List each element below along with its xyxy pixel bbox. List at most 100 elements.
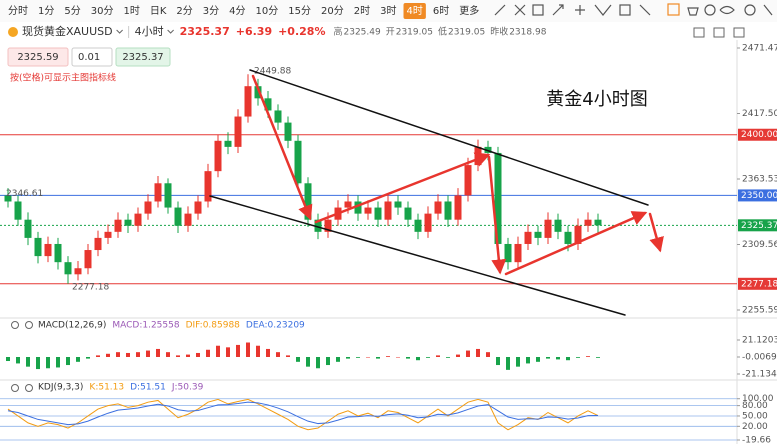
price-tag [738, 277, 777, 290]
candle-body [474, 146, 482, 166]
macd-bar [316, 356, 320, 369]
candle-body [574, 225, 582, 244]
price-axis: 2471.47 2417.50 2363.53 2309.56 2255.59 2400.… [737, 43, 777, 444]
macd-bar [506, 356, 510, 370]
y-tick-label: 20.00 [742, 422, 768, 432]
macd-bar [156, 348, 160, 357]
timeframe[interactable]: 5分 [64, 5, 80, 17]
candle-body [34, 237, 42, 257]
timeframe[interactable]: 日K [150, 6, 167, 17]
macd-bar [116, 352, 120, 357]
price-tag-label: 2400.00 [741, 130, 777, 140]
timeframe[interactable]: 1时 [123, 5, 139, 17]
y-tick-label: 2309.56 [742, 240, 777, 250]
candle-body [454, 195, 462, 220]
lots-box[interactable] [71, 47, 113, 67]
timeframe[interactable]: 15分 [288, 5, 311, 17]
macd-bar [586, 356, 590, 357]
price-tag-label: 2325.37 [741, 221, 777, 231]
candle-body [434, 201, 442, 214]
kdj-line [7, 401, 599, 426]
candle-body [44, 243, 52, 257]
candle-body [504, 243, 512, 263]
macd-bar [26, 356, 30, 367]
timeframe[interactable]: 分时 [8, 5, 28, 17]
timeframe[interactable]: 2时 [354, 5, 370, 17]
panel-icons [11, 27, 745, 392]
timeframe[interactable]: 更多 [459, 4, 479, 17]
tool-icons [494, 3, 773, 16]
field-value: 2319.05 [396, 28, 433, 38]
timeframe-bar: 分时 1分 5分 30分 1时 日K 2分 3分 4分 10分 15分 20分 2时 3时 4时 6时 更多 [8, 3, 479, 19]
timeframe[interactable]: 1分 [38, 5, 54, 17]
candle-body [354, 201, 362, 214]
macd-bar [306, 356, 310, 367]
macd-bar [536, 356, 540, 362]
candle-body [414, 219, 422, 232]
candle-body [554, 219, 562, 232]
buy-box[interactable] [115, 47, 171, 67]
macd-bar [396, 356, 400, 358]
candle-body [384, 201, 392, 220]
y-tick-label: 2363.53 [742, 175, 777, 185]
y-tick-label: 2255.59 [742, 306, 777, 316]
change-pct: +0.28% [278, 25, 325, 38]
macd-bar [496, 356, 500, 366]
y-tick-label: -19.66 [742, 436, 771, 444]
timeframe[interactable]: 3分 [203, 5, 219, 17]
macd-bar [186, 354, 190, 357]
timeframe[interactable]: 4分 [229, 5, 245, 17]
macd-bar [256, 345, 260, 357]
indicator-value: DEA:0.23209 [246, 321, 305, 331]
y-tick-label: 21.12031 [742, 335, 777, 345]
arrow [504, 211, 648, 276]
candle-body [184, 213, 192, 226]
indicator-title: KDJ(9,3,3) [38, 383, 83, 393]
candle-body [104, 231, 112, 238]
field-label: 昨收 [490, 26, 508, 38]
sell-price: 2325.59 [17, 52, 58, 63]
candle-body [364, 207, 372, 214]
order-panel[interactable]: 2325.59 0.01 2325.37 [7, 47, 171, 67]
macd-bar [476, 348, 480, 357]
candle-body [114, 219, 122, 232]
dropdown [116, 29, 123, 34]
candle-body [264, 98, 272, 111]
max-label: 2449.88 [254, 67, 291, 77]
arrow [251, 74, 313, 221]
plot: 2449.88 2277.18 2346.61 MACD(12,26,9) MACD:1… [0, 67, 737, 441]
sell-box[interactable] [7, 47, 69, 67]
field-value: 2325.49 [344, 28, 381, 38]
dropdown [167, 29, 174, 34]
symbol: 现货黄金XAUUSD [22, 24, 113, 38]
timeframe[interactable]: 3时 [380, 5, 396, 17]
candle-body [204, 171, 212, 202]
timeframe[interactable]: 2分 [176, 5, 192, 17]
timeframe[interactable]: 6时 [433, 5, 449, 17]
indicator-value: MACD:1.25558 [112, 321, 180, 331]
candle-body [494, 152, 502, 244]
timeframe[interactable]: 4时 [407, 5, 423, 17]
timeframe[interactable]: 30分 [91, 5, 114, 17]
macd-bar [486, 352, 490, 357]
candle-body [524, 231, 532, 244]
macd-bar [226, 347, 230, 357]
macd-bar [46, 356, 50, 369]
candle-body [564, 231, 572, 244]
candle-body [24, 219, 32, 238]
candle-body [194, 201, 202, 214]
macd-bar [336, 356, 340, 362]
timeframe[interactable]: 10分 [256, 5, 279, 17]
candle-body [94, 237, 102, 251]
candle-body [134, 213, 142, 226]
timeframe[interactable]: 20分 [321, 5, 344, 17]
field-value: 2319.05 [448, 28, 485, 38]
price-tag [738, 189, 777, 202]
macd-bar [126, 352, 130, 357]
y-tick-label: 2417.50 [742, 109, 777, 119]
candle-body [444, 201, 452, 220]
arrow [648, 212, 664, 253]
candle-body [514, 243, 522, 263]
indicator-value: D:51.51 [130, 383, 166, 393]
